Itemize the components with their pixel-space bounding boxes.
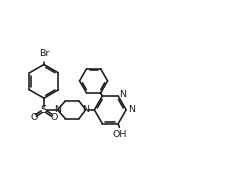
Text: O: O: [50, 113, 57, 122]
Text: N: N: [82, 105, 89, 114]
Text: N: N: [119, 90, 126, 99]
Text: S: S: [41, 105, 47, 115]
Text: Br: Br: [39, 49, 49, 58]
Text: N: N: [128, 105, 135, 114]
Text: N: N: [54, 105, 61, 114]
Text: OH: OH: [112, 130, 127, 139]
Text: O: O: [30, 113, 38, 122]
